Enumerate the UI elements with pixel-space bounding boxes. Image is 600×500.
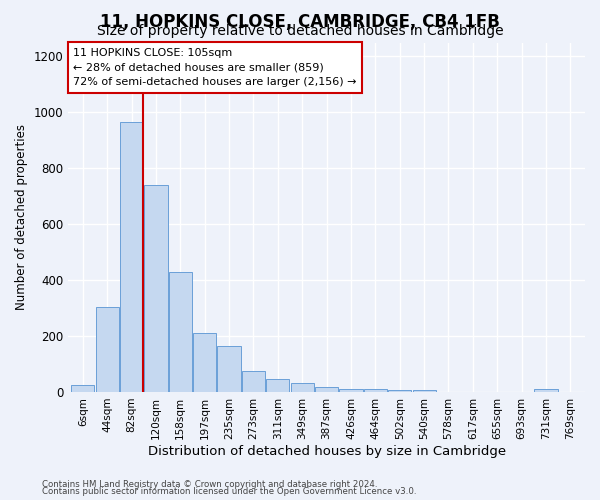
Bar: [242, 371, 265, 392]
Bar: [290, 383, 314, 392]
Text: Contains HM Land Registry data © Crown copyright and database right 2024.: Contains HM Land Registry data © Crown c…: [42, 480, 377, 489]
Text: 11, HOPKINS CLOSE, CAMBRIDGE, CB4 1FB: 11, HOPKINS CLOSE, CAMBRIDGE, CB4 1FB: [100, 12, 500, 30]
Y-axis label: Number of detached properties: Number of detached properties: [15, 124, 28, 310]
Bar: [413, 390, 436, 392]
X-axis label: Distribution of detached houses by size in Cambridge: Distribution of detached houses by size …: [148, 444, 506, 458]
Bar: [217, 346, 241, 392]
Bar: [266, 378, 289, 392]
Bar: [95, 306, 119, 392]
Bar: [535, 388, 557, 392]
Bar: [169, 272, 192, 392]
Bar: [388, 390, 412, 392]
Text: Contains public sector information licensed under the Open Government Licence v3: Contains public sector information licen…: [42, 487, 416, 496]
Text: Size of property relative to detached houses in Cambridge: Size of property relative to detached ho…: [97, 24, 503, 38]
Bar: [364, 389, 387, 392]
Bar: [315, 387, 338, 392]
Bar: [120, 122, 143, 392]
Bar: [340, 389, 362, 392]
Bar: [193, 333, 216, 392]
Text: 11 HOPKINS CLOSE: 105sqm
← 28% of detached houses are smaller (859)
72% of semi-: 11 HOPKINS CLOSE: 105sqm ← 28% of detach…: [73, 48, 357, 88]
Bar: [145, 185, 167, 392]
Bar: [71, 385, 94, 392]
